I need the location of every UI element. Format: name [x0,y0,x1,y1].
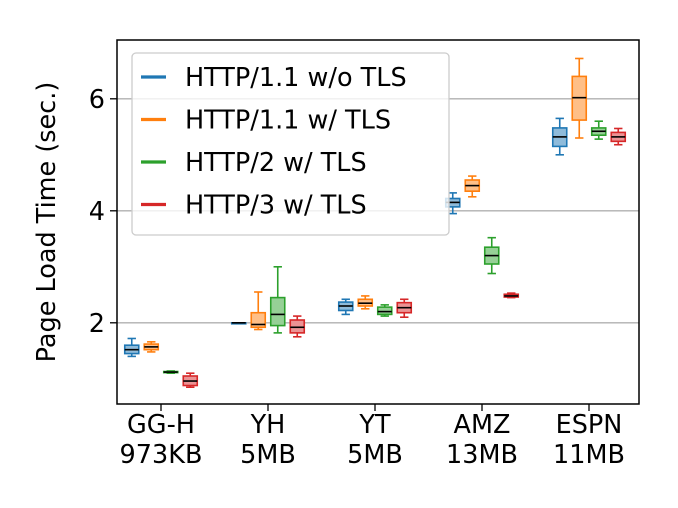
box-group [376,304,393,317]
box-body [269,296,286,327]
y-axis-label: Page Load Time (sec.) [32,82,62,363]
box-body [376,306,393,316]
boxes-layer [123,57,627,389]
box-group [590,120,607,140]
x-tick-label-name: GG-H [127,410,195,440]
box-group [337,298,354,316]
box-group [551,117,568,156]
x-tick-label-name: YT [358,410,391,440]
box-body [289,319,306,334]
box-group [571,57,588,139]
legend: HTTP/1.1 w/o TLS HTTP/1.1 w/ TLS HTTP/2 w/… [131,52,450,236]
x-tick-label-name: YH [250,410,286,440]
box-body [250,311,267,329]
x-tick-label-size: 5MB [240,440,296,470]
x-tick-label-size: 13MB [446,440,518,470]
box-group [610,127,627,146]
box-group [123,337,140,358]
box-group [396,298,413,319]
y-tick-label: 2 [89,309,105,339]
x-tick-label-size: 11MB [553,440,625,470]
box-group [503,292,520,299]
box-group [162,370,179,375]
box-group [483,236,500,275]
box-group [289,315,306,338]
x-tick-label-size: 5MB [347,440,403,470]
x-tick-label-name: ESPN [556,410,623,440]
legend-label: HTTP/3 w/ TLS [185,191,367,221]
box-group [182,372,199,389]
box-group [269,265,286,334]
legend-label: HTTP/1.1 w/ TLS [185,106,391,136]
box-group [250,291,267,331]
box-group [230,321,247,325]
x-tick-label-size: 973KB [120,440,203,470]
box-group [143,341,160,353]
x-tick-label-name: AMZ [454,410,511,440]
legend-box [131,52,450,236]
legend-label: HTTP/1.1 w/o TLS [185,63,407,93]
y-tick-label: 4 [89,197,105,227]
y-tick-label: 6 [89,85,105,115]
plot-frame [116,39,640,405]
box-group [357,295,374,310]
box-group [464,175,481,198]
legend-label: HTTP/2 w/ TLS [185,148,367,178]
